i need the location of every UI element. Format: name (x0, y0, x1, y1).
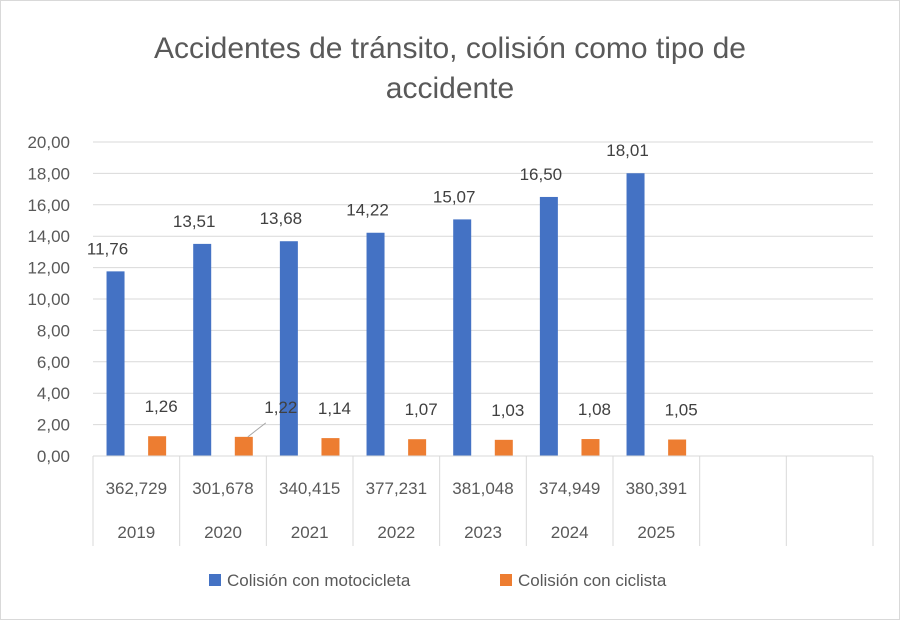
data-label: 11,76 (87, 239, 128, 258)
y-tick-label: 16,00 (27, 196, 70, 215)
data-label: 1,14 (318, 399, 351, 418)
x-sub-category-label: 377,231 (366, 479, 427, 498)
x-sub-category-label: 374,949 (539, 479, 600, 498)
y-tick-label: 18,00 (27, 164, 70, 183)
chart-title-line: accidente (386, 72, 514, 105)
chart-title: Accidentes de tránsito, colisión como ti… (154, 32, 746, 105)
bar-motocicleta (279, 241, 298, 456)
x-sub-category-label: 362,729 (106, 479, 167, 498)
x-category-label: 2025 (637, 523, 675, 542)
y-axis-ticks: 0,00 2,00 4,00 6,00 8,00 10,00 12,00 14,00 16,00… (27, 133, 70, 466)
x-sub-category-label: 340,415 (279, 479, 340, 498)
data-label: 15,07 (433, 187, 476, 206)
bar-motocicleta (453, 219, 472, 456)
bar-ciclista (581, 439, 600, 456)
x-category-label: 2020 (204, 523, 242, 542)
data-label: 1,26 (145, 397, 178, 416)
bar-motocicleta (193, 243, 212, 456)
data-label: 1,08 (578, 400, 611, 419)
x-sub-category-label: 301,678 (192, 479, 253, 498)
data-label: 13,51 (173, 212, 216, 231)
bar-ciclista (148, 436, 167, 456)
bar-motocicleta (366, 232, 385, 456)
y-tick-label: 8,00 (37, 321, 70, 340)
data-label: 18,01 (606, 141, 649, 160)
y-tick-label: 12,00 (27, 259, 70, 278)
y-tick-label: 2,00 (37, 416, 70, 435)
y-tick-label: 0,00 (37, 447, 70, 466)
bars (106, 173, 687, 457)
y-tick-label: 14,00 (27, 227, 70, 246)
data-label: 1,05 (665, 401, 698, 420)
x-axis-table: 362,729 2019 301,678 2020 340,415 2021 377,231… (92, 455, 874, 546)
legend-swatch (209, 574, 221, 586)
x-sub-category-label: 380,391 (626, 479, 687, 498)
y-tick-label: 4,00 (37, 384, 70, 403)
legend-label: Colisión con ciclista (518, 571, 667, 590)
legend: Colisión con motocicleta Colisión con cic… (209, 571, 667, 590)
data-label: 14,22 (346, 201, 389, 220)
legend-swatch (500, 574, 512, 586)
x-category-label: 2024 (551, 523, 589, 542)
gridlines (93, 141, 873, 426)
data-label: 13,68 (260, 209, 303, 228)
x-sub-category-label: 381,048 (452, 479, 513, 498)
bar-ciclista (408, 439, 427, 456)
x-category-label: 2023 (464, 523, 502, 542)
bar-ciclista (668, 439, 687, 456)
legend-label: Colisión con motocicleta (227, 571, 411, 590)
data-label: 1,22 (264, 398, 297, 417)
x-category-label: 2019 (117, 523, 155, 542)
x-category-label: 2021 (291, 523, 329, 542)
y-tick-label: 6,00 (37, 353, 70, 372)
data-label: 1,07 (405, 400, 438, 419)
bar-motocicleta (626, 173, 645, 457)
y-tick-label: 10,00 (27, 290, 70, 309)
chart-title-line: Accidentes de tránsito, colisión como ti… (154, 32, 746, 65)
data-label: 16,50 (520, 165, 563, 184)
bar-motocicleta (539, 196, 558, 456)
x-category-label: 2022 (377, 523, 415, 542)
bar-ciclista (234, 436, 253, 456)
leader-line (247, 422, 267, 438)
data-labels: 11,76 13,51 13,68 14,22 15,07 16,50 18,01 1,26 1… (87, 141, 698, 438)
bar-ciclista (494, 439, 513, 456)
y-tick-label: 20,00 (27, 133, 70, 152)
bar-ciclista (321, 438, 340, 456)
bar-motocicleta (106, 271, 125, 456)
data-label: 1,03 (491, 401, 524, 420)
